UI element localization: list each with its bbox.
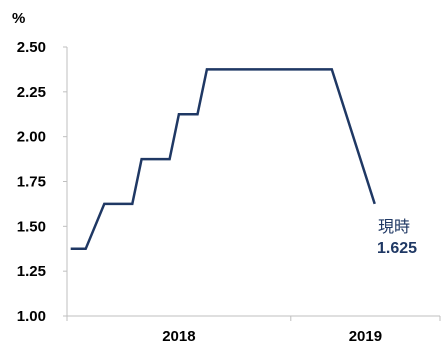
y-tick-label: 2.00 (17, 129, 46, 146)
y-tick-label: 1.00 (17, 308, 46, 325)
current-value: 1.625 (377, 240, 417, 257)
y-tick-label: 1.75 (17, 174, 46, 191)
x-axis: 2018 2019 (67, 316, 440, 345)
x-category-label: 2019 (349, 328, 382, 345)
series-line (71, 69, 375, 248)
y-tick-label: 2.25 (17, 84, 46, 101)
y-tick-label: 1.50 (17, 218, 46, 235)
y-tick-label: 2.50 (17, 39, 46, 56)
current-label: 現時 (378, 217, 410, 236)
x-category-label: 2018 (162, 328, 195, 345)
y-axis: 2.50 2.25 2.00 1.75 1.50 1.25 1.00 (17, 39, 67, 325)
current-rate-annotation: 現時 1.625 (377, 217, 417, 257)
y-axis-unit: % (12, 10, 25, 27)
series-layer (70, 68, 376, 250)
y-tick-label: 1.25 (17, 263, 46, 280)
